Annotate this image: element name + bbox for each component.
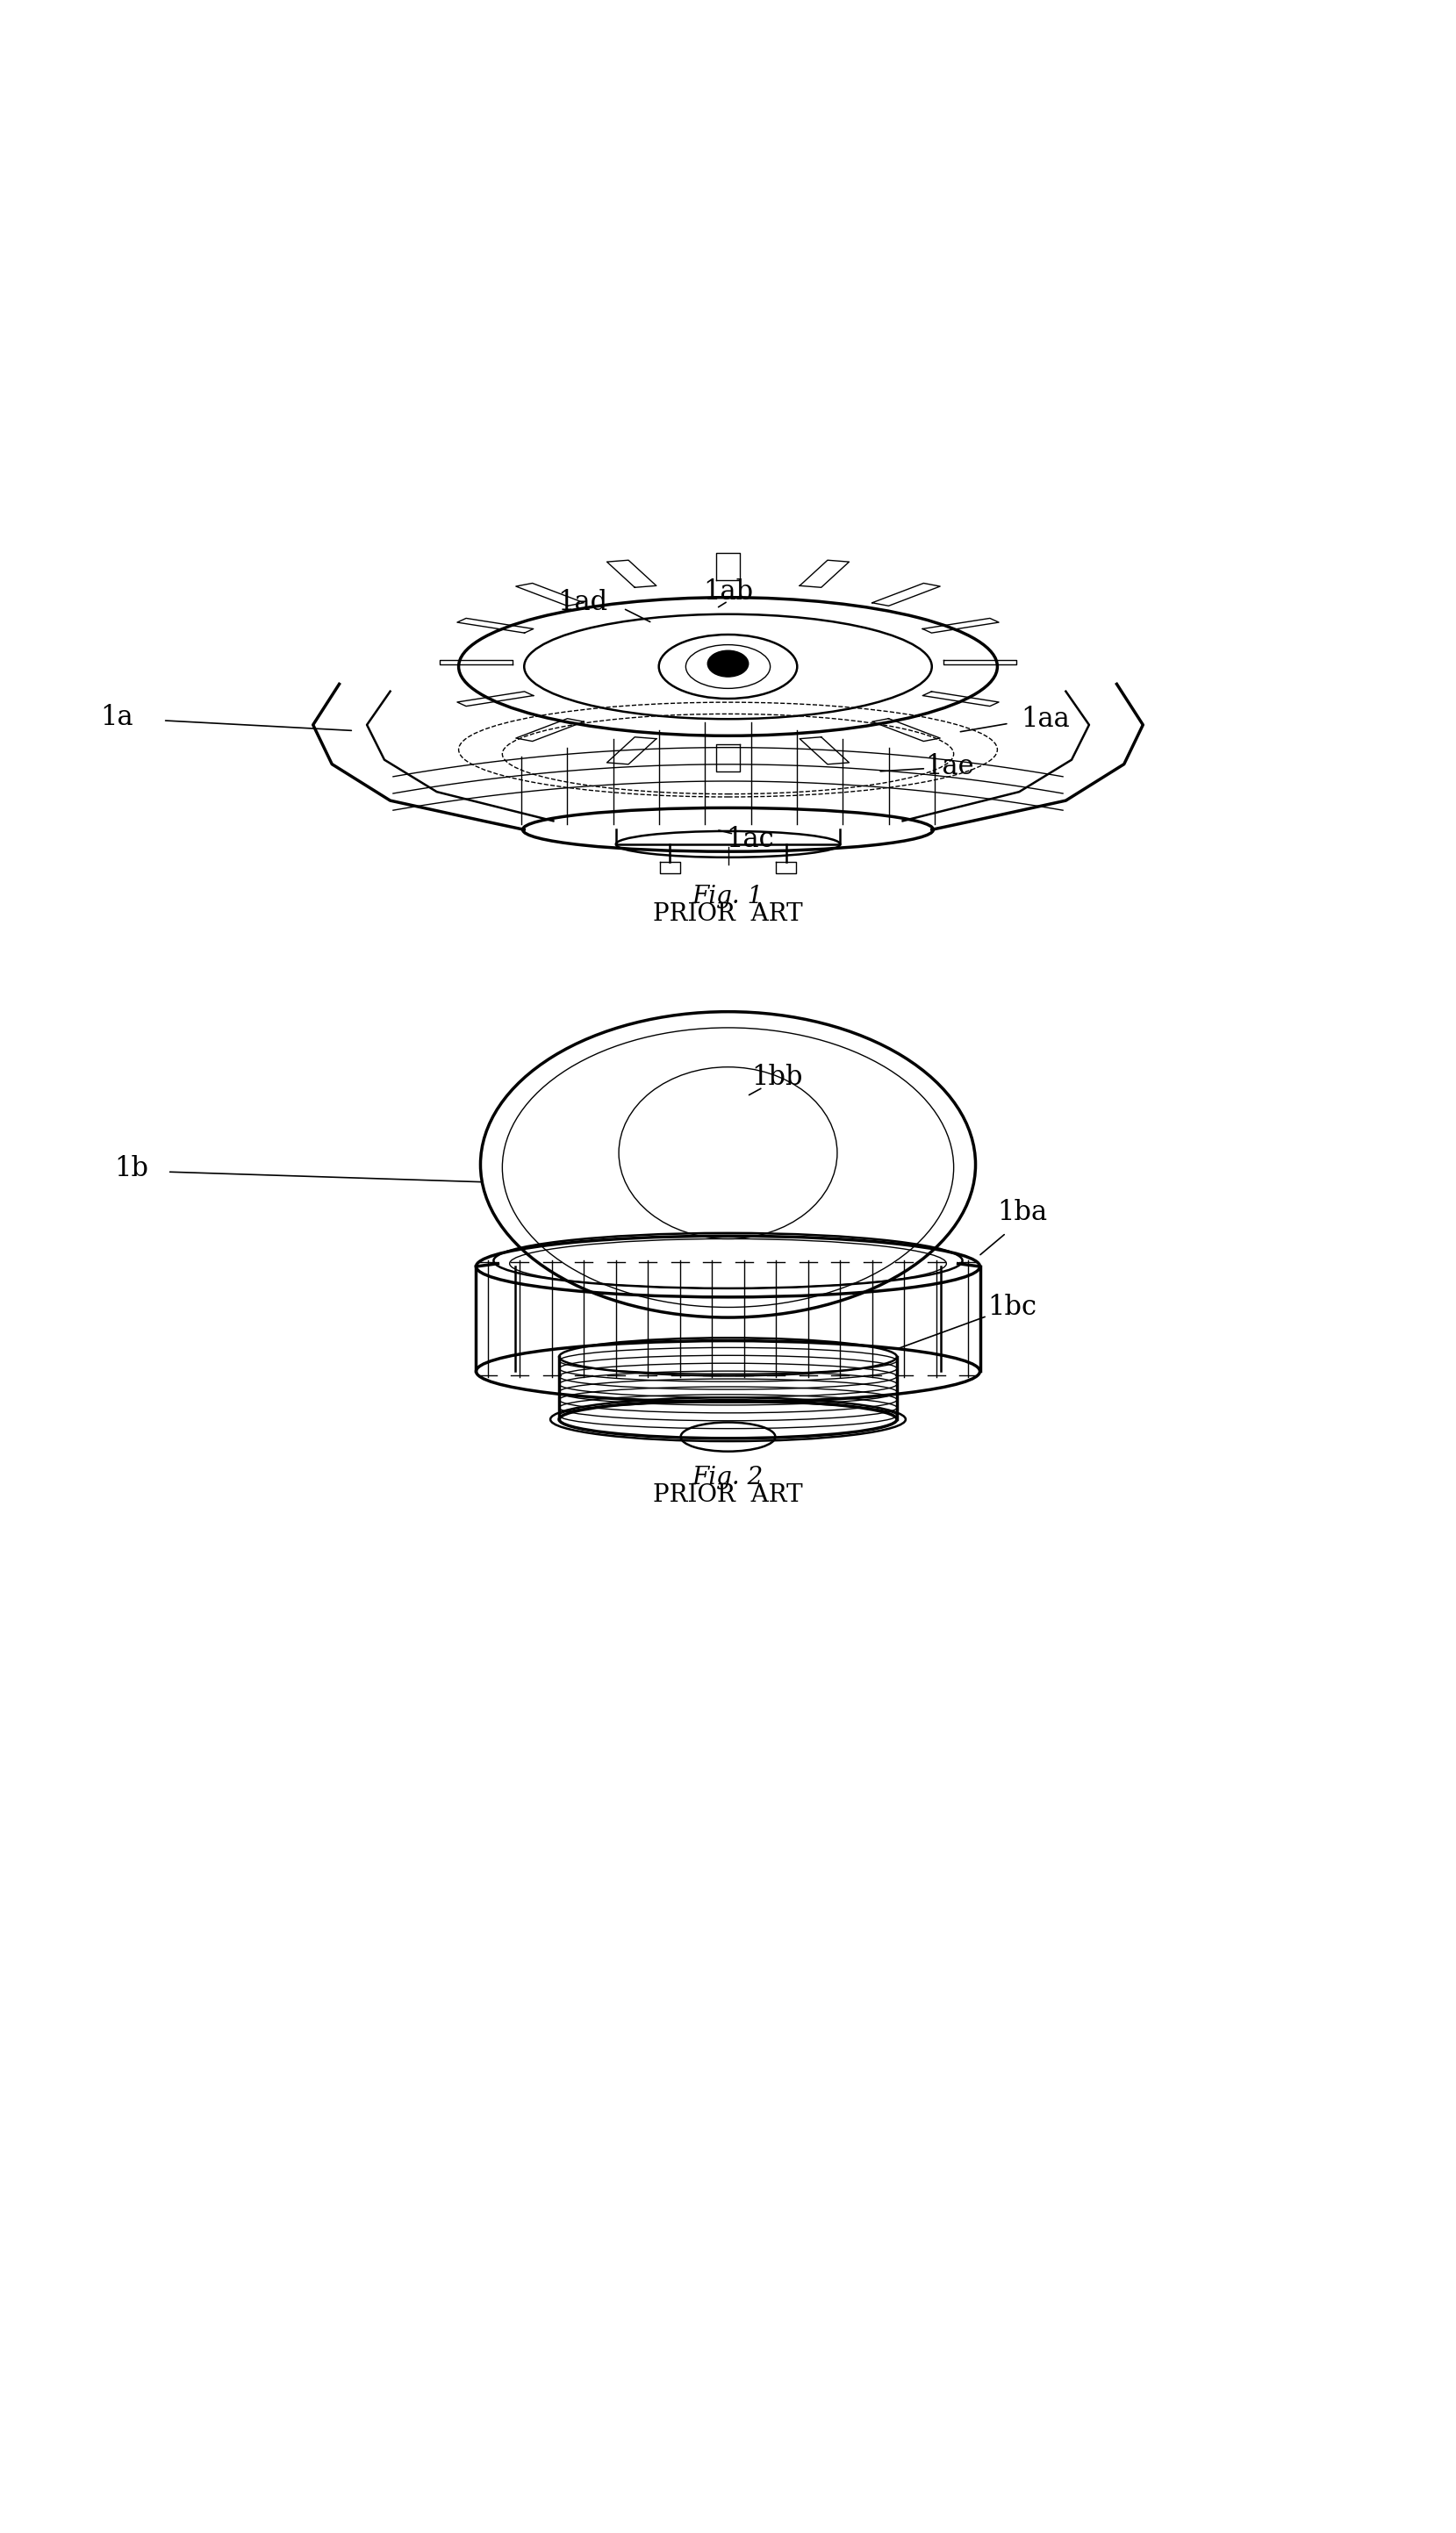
Text: 1aa: 1aa: [1021, 704, 1070, 732]
Text: 1ad: 1ad: [558, 590, 607, 616]
Text: 1ba: 1ba: [997, 1198, 1047, 1226]
Text: 1ae: 1ae: [925, 752, 974, 780]
Text: 1bc: 1bc: [987, 1294, 1037, 1320]
Text: 1ac: 1ac: [727, 826, 773, 854]
Text: 1a: 1a: [100, 704, 132, 732]
Text: 1ab: 1ab: [703, 578, 753, 605]
Text: 1bb: 1bb: [751, 1064, 804, 1092]
Text: Fig. 2: Fig. 2: [693, 1467, 763, 1489]
Ellipse shape: [708, 651, 748, 676]
Text: PRIOR  ART: PRIOR ART: [654, 1484, 802, 1507]
Text: PRIOR  ART: PRIOR ART: [654, 902, 802, 927]
Text: 1b: 1b: [114, 1155, 149, 1183]
Text: Fig. 1: Fig. 1: [693, 884, 763, 909]
